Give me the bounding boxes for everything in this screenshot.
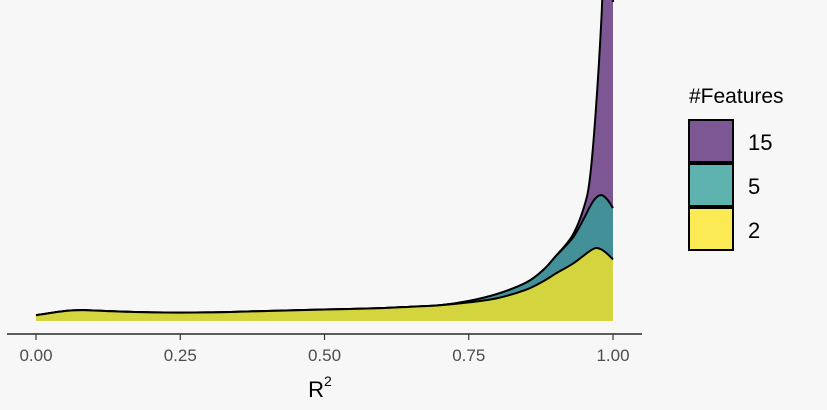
legend-key-15 — [688, 119, 734, 163]
legend-title: #Features — [689, 85, 784, 108]
x-tick-label: 0.00 — [19, 346, 52, 365]
legend-label-2: 2 — [748, 218, 760, 243]
x-tick-label: 0.25 — [164, 346, 197, 365]
x-tick-label: 0.50 — [308, 346, 341, 365]
x-tick-label: 1.00 — [596, 346, 629, 365]
density-area-15 — [36, 0, 613, 321]
legend-key-2 — [688, 207, 734, 251]
plot-area — [35, 0, 614, 321]
density-outline-15 — [35, 0, 614, 317]
legend-label-15: 15 — [748, 130, 772, 155]
x-axis-title: R2 — [308, 373, 332, 402]
x-axis-ticks: 0.00 0.25 0.50 0.75 1.00 — [19, 334, 630, 365]
legend-label-5: 5 — [748, 174, 760, 199]
x-tick-label: 0.75 — [452, 346, 485, 365]
legend: #Features 15 5 2 — [688, 85, 784, 251]
legend-key-5 — [688, 163, 734, 207]
density-outline-2 — [35, 247, 614, 317]
